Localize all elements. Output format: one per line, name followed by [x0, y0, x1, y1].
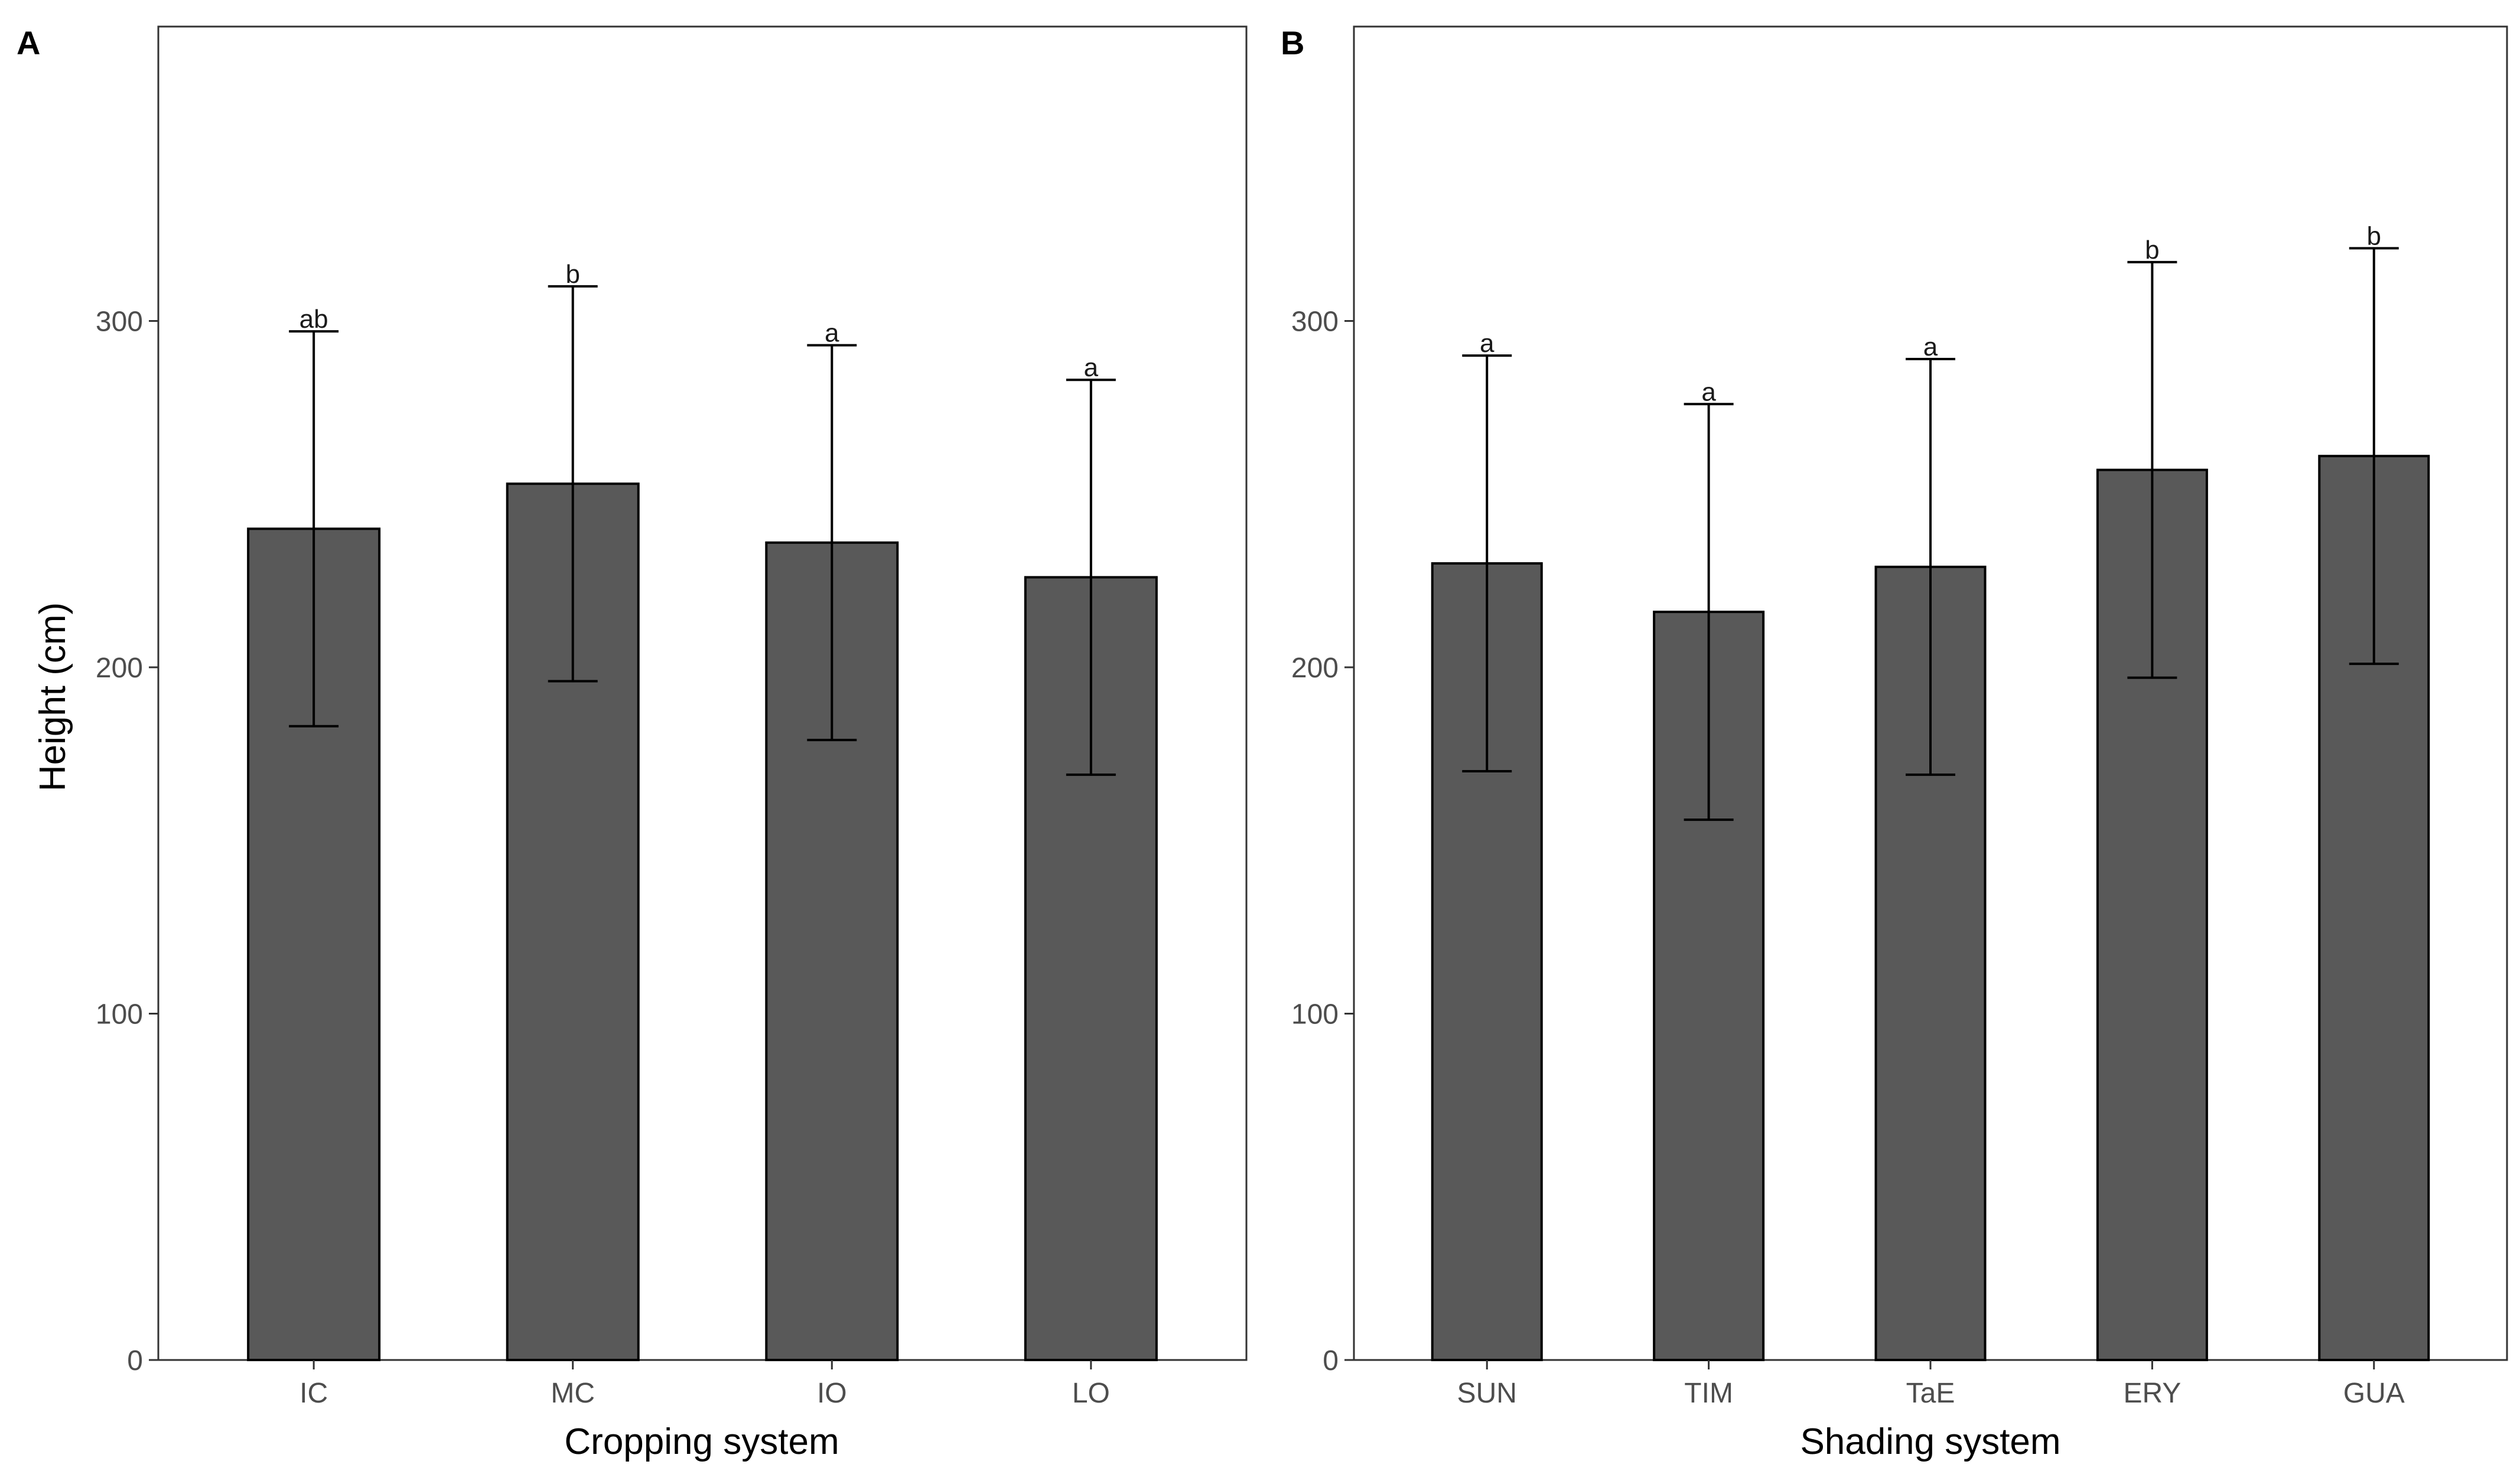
panel-b-significance-label: b	[2367, 221, 2381, 250]
panel-b-significance-label: a	[1480, 329, 1495, 358]
panel-b-label: B	[1281, 24, 1304, 61]
panel-a-x-tick-label: IO	[817, 1378, 847, 1409]
panel-b-y-tick-label: 300	[1291, 306, 1339, 338]
panel-b-x-tick-label: GUA	[2343, 1378, 2405, 1409]
panel-b-y-tick-label: 100	[1291, 999, 1339, 1030]
panel-a-x-axis-title: Cropping system	[564, 1421, 839, 1462]
panel-a-plot-frame	[157, 25, 1248, 1361]
panel-a-y-tick-label: 200	[96, 653, 143, 684]
panel-b-significance-label: a	[1701, 377, 1716, 406]
panel-a-x-tick-label: IC	[299, 1378, 328, 1409]
panel-a-y-tick-label: 0	[127, 1345, 143, 1377]
panel-a-x-tick-label: MC	[551, 1378, 595, 1409]
panel-a-y-axis-title: Height (cm)	[32, 602, 73, 791]
panel-a-y-tick-label: 300	[96, 306, 143, 338]
panel-a-label: A	[17, 24, 40, 61]
panel-b-x-tick-label: ERY	[2123, 1378, 2181, 1409]
panel-a-y-tick-label: 100	[96, 999, 143, 1030]
panel-b-y-tick-label: 200	[1291, 653, 1339, 684]
panel-a-significance-label: b	[565, 260, 579, 289]
panel-b-significance-label: a	[1923, 332, 1938, 361]
panel-a-x-tick-label: LO	[1072, 1378, 1110, 1409]
panel-b-x-tick-label: SUN	[1457, 1378, 1517, 1409]
panel-b: B Shading system 0 100 200 300 a SUN a TIM a TaE b…	[1281, 24, 2508, 1462]
panel-b-x-axis-title: Shading system	[1800, 1421, 2060, 1462]
panel-b-significance-label: b	[2145, 236, 2159, 265]
panel-b-x-tick-label: TaE	[1906, 1378, 1955, 1409]
panel-a-significance-label: a	[1084, 353, 1099, 382]
panel-b-x-tick-label: TIM	[1684, 1378, 1733, 1409]
panel-b-y-tick-label: 0	[1323, 1345, 1339, 1377]
panel-a-significance-label: a	[825, 319, 839, 348]
panel-a: A Height (cm) Cropping system 0 100 200 300…	[17, 24, 1248, 1462]
panel-a-significance-label: ab	[299, 305, 328, 334]
